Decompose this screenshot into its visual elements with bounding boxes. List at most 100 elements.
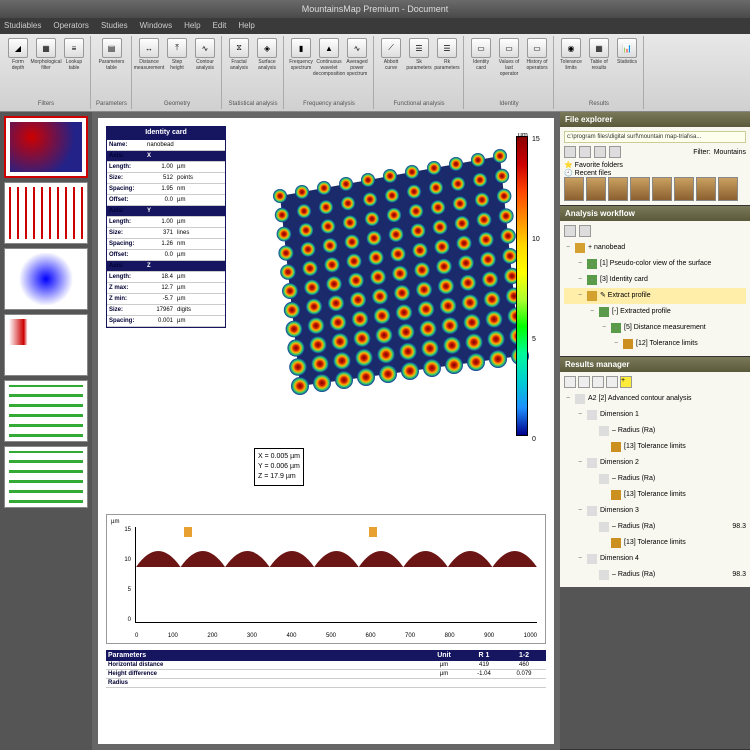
page-thumbnail[interactable] bbox=[4, 182, 88, 244]
menu-item[interactable]: Studiables bbox=[4, 18, 41, 34]
workflow-tool-icon[interactable] bbox=[579, 225, 591, 237]
ribbon-group: ◢Formdepth▦Morphologicalfilter≡Lookuptab… bbox=[2, 36, 91, 109]
menu-item[interactable]: Help bbox=[184, 18, 200, 34]
tree-item[interactable]: −Dimension 2 bbox=[564, 455, 746, 471]
menu-item[interactable]: Edit bbox=[213, 18, 227, 34]
results-manager-header[interactable]: Results manager bbox=[560, 357, 750, 372]
back-icon[interactable] bbox=[564, 146, 576, 158]
ribbon-button[interactable]: ▭History ofoperators bbox=[525, 38, 549, 78]
filter-value[interactable]: Mountains bbox=[714, 149, 746, 156]
results-toolbar: + bbox=[564, 376, 746, 388]
page-thumbnail[interactable] bbox=[4, 248, 88, 310]
file-thumb[interactable] bbox=[630, 177, 650, 201]
file-thumb[interactable] bbox=[718, 177, 738, 201]
refresh-icon[interactable] bbox=[609, 146, 621, 158]
tree-item[interactable]: −Dimension 1 bbox=[564, 407, 746, 423]
ribbon-icon: ◈ bbox=[257, 38, 277, 58]
menu-item[interactable]: Windows bbox=[140, 18, 172, 34]
rm-tool-icon[interactable] bbox=[578, 376, 590, 388]
tree-item[interactable]: −Dimension 3 bbox=[564, 503, 746, 519]
up-icon[interactable] bbox=[579, 146, 591, 158]
tree-item[interactable]: −[-] Extracted profile bbox=[564, 304, 746, 320]
star-icon[interactable] bbox=[594, 146, 606, 158]
parameter-row: Height differenceµm-1.040.079 bbox=[106, 670, 546, 679]
tree-item[interactable]: – Radius (Ra)98.3 bbox=[564, 519, 746, 535]
file-path-field[interactable]: c:\program files\digital surf\mountain m… bbox=[564, 131, 746, 143]
tree-item[interactable]: −[5] Distance measurement bbox=[564, 320, 746, 336]
tree-item[interactable]: [13] Tolerance limits bbox=[564, 439, 746, 455]
ribbon-button[interactable]: ☰Skparameters bbox=[407, 38, 431, 78]
ribbon-button[interactable]: ▦Morphologicalfilter bbox=[34, 38, 58, 78]
tree-item[interactable]: – Radius (Ra) bbox=[564, 423, 746, 439]
page-thumbnail[interactable] bbox=[4, 116, 88, 178]
page-thumbnail[interactable] bbox=[4, 380, 88, 442]
ribbon-button[interactable]: ⟋Abbottcurve bbox=[379, 38, 403, 78]
file-thumb[interactable] bbox=[652, 177, 672, 201]
profile-marker[interactable] bbox=[369, 527, 377, 537]
ribbon-button[interactable]: ⤒Stepheight bbox=[165, 38, 189, 78]
rm-tool-icon[interactable] bbox=[564, 376, 576, 388]
file-thumb[interactable] bbox=[564, 177, 584, 201]
page-thumbnail[interactable] bbox=[4, 446, 88, 508]
profile-chart[interactable]: µm 151050 010020030040050060070080090010… bbox=[106, 514, 546, 644]
menu-item[interactable]: Operators bbox=[53, 18, 89, 34]
ribbon-label: History ofoperators bbox=[526, 59, 547, 71]
tree-item[interactable]: −✎ Extract profile bbox=[564, 288, 746, 304]
analysis-workflow-header[interactable]: Analysis workflow bbox=[560, 206, 750, 221]
menu-item[interactable]: Studies bbox=[101, 18, 128, 34]
ribbon-button[interactable]: ▭Values oflast operator bbox=[497, 38, 521, 78]
file-thumb[interactable] bbox=[586, 177, 606, 201]
ribbon-button[interactable]: ☰Rkparameters bbox=[435, 38, 459, 78]
ribbon-button[interactable]: 📊Statistics bbox=[615, 38, 639, 78]
tree-item[interactable]: −[1] Pseudo-color view of the surface bbox=[564, 256, 746, 272]
ribbon-button[interactable]: ∿Averaged powerspectrum bbox=[345, 38, 369, 78]
tree-item[interactable]: −[3] Identity card bbox=[564, 272, 746, 288]
profile-marker[interactable] bbox=[184, 527, 192, 537]
document-page: Identity card Name:nanobeadAxis:XLength:… bbox=[98, 118, 554, 744]
file-thumb[interactable] bbox=[674, 177, 694, 201]
rm-tool-icon[interactable] bbox=[606, 376, 618, 388]
ribbon-label: Formdepth bbox=[12, 59, 25, 71]
file-thumb[interactable] bbox=[608, 177, 628, 201]
ribbon-label: Surfaceanalysis bbox=[258, 59, 276, 71]
tree-item[interactable]: – Radius (Ra) bbox=[564, 471, 746, 487]
ribbon-toolbar: ◢Formdepth▦Morphologicalfilter≡Lookuptab… bbox=[0, 34, 750, 112]
rm-tool-icon[interactable] bbox=[592, 376, 604, 388]
parameter-row: Horizontal distanceµm419460 bbox=[106, 661, 546, 670]
ribbon-button[interactable]: ▮Frequencyspectrum bbox=[289, 38, 313, 78]
ribbon-button[interactable]: ↔Distancemeasurement bbox=[137, 38, 161, 78]
ribbon-button[interactable]: ◈Surfaceanalysis bbox=[255, 38, 279, 78]
recent-header[interactable]: 🕘 Recent files bbox=[564, 169, 746, 177]
file-thumbnails bbox=[564, 177, 746, 201]
file-thumb[interactable] bbox=[696, 177, 716, 201]
ribbon-icon: ↔ bbox=[139, 38, 159, 58]
ribbon-button[interactable]: ≡Lookuptable bbox=[62, 38, 86, 78]
file-explorer-header[interactable]: File explorer bbox=[560, 112, 750, 127]
ribbon-button[interactable]: ⧖Fractalanalysis bbox=[227, 38, 251, 78]
favorites-header[interactable]: ⭐ Favorite folders bbox=[564, 161, 746, 169]
menu-item[interactable]: Help bbox=[238, 18, 254, 34]
tree-item[interactable]: −+ nanobead bbox=[564, 240, 746, 256]
tree-item[interactable]: −A2 [2] Advanced contour analysis bbox=[564, 391, 746, 407]
page-thumbnail[interactable] bbox=[4, 314, 88, 376]
tree-item[interactable]: −Dimension 4 bbox=[564, 551, 746, 567]
identity-name-value: nanobead bbox=[145, 140, 203, 150]
surface-3d-view[interactable]: µm 151050 X = 0.005 µmY = 0.006 µmZ = 17… bbox=[234, 126, 546, 506]
tree-item[interactable]: [13] Tolerance limits bbox=[564, 487, 746, 503]
ribbon-group: ▮Frequencyspectrum▲Continuous waveletdec… bbox=[285, 36, 374, 109]
ribbon-label: Averaged powerspectrum bbox=[345, 59, 369, 77]
rm-add-icon[interactable]: + bbox=[620, 376, 632, 388]
ribbon-button[interactable]: ▦Table ofresults bbox=[587, 38, 611, 78]
ribbon-button[interactable]: ∿Contouranalysis bbox=[193, 38, 217, 78]
ribbon-button[interactable]: ▭Identitycard bbox=[469, 38, 493, 78]
position-line: Z = 17.9 µm bbox=[258, 472, 300, 482]
identity-card-title: Identity card bbox=[106, 126, 226, 139]
ribbon-button[interactable]: ◉Tolerancelimits bbox=[559, 38, 583, 78]
ribbon-button[interactable]: ▲Continuous waveletdecomposition bbox=[317, 38, 341, 78]
tree-item[interactable]: −[12] Tolerance limits bbox=[564, 336, 746, 352]
ribbon-button[interactable]: ▤Parameterstable bbox=[100, 38, 124, 78]
workflow-tool-icon[interactable] bbox=[564, 225, 576, 237]
tree-item[interactable]: – Radius (Ra)98.3 bbox=[564, 567, 746, 583]
tree-item[interactable]: [13] Tolerance limits bbox=[564, 535, 746, 551]
ribbon-button[interactable]: ◢Formdepth bbox=[6, 38, 30, 78]
